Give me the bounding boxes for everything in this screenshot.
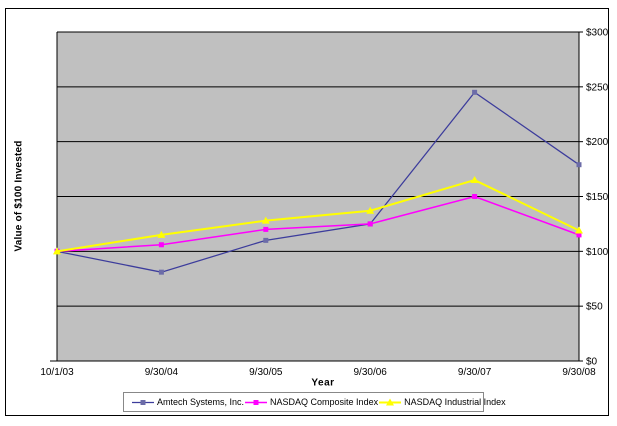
data-point-series-2 bbox=[157, 230, 166, 238]
data-point-series-0 bbox=[263, 237, 269, 243]
y-tick-label: $50 bbox=[586, 302, 603, 313]
data-point-series-2 bbox=[575, 226, 583, 234]
legend-label: Amtech Systems, Inc. bbox=[157, 397, 245, 407]
x-tick-label: 9/30/06 bbox=[354, 367, 388, 378]
y-axis-title: Value of $100 Invested bbox=[13, 140, 25, 252]
legend-marker-nasdaq-composite bbox=[245, 399, 268, 405]
legend-item-nasdaq-industrial: NASDAQ Industrial Index bbox=[378, 397, 506, 407]
series-line-0 bbox=[56, 91, 580, 273]
data-point-series-2 bbox=[53, 247, 61, 255]
series-line-1 bbox=[56, 195, 580, 253]
legend-label: NASDAQ Composite Index bbox=[270, 397, 379, 407]
legend: Amtech Systems, Inc. NASDAQ Composite In… bbox=[123, 392, 506, 412]
legend-marker-nasdaq-industrial bbox=[379, 398, 402, 405]
data-point-series-0 bbox=[576, 162, 582, 168]
data-point-series-2 bbox=[366, 206, 375, 214]
data-point-series-1 bbox=[472, 194, 478, 199]
x-tick-label: 9/30/04 bbox=[145, 367, 179, 378]
x-tick-label: 10/1/03 bbox=[40, 367, 74, 378]
y-tick-label: $100 bbox=[586, 247, 609, 258]
legend-item-nasdaq-composite: NASDAQ Composite Index bbox=[244, 397, 378, 407]
y-tick-label: $200 bbox=[586, 137, 609, 148]
data-point-series-0 bbox=[158, 269, 164, 275]
x-tick-label: 9/30/07 bbox=[458, 367, 492, 378]
y-tick-label: $300 bbox=[586, 28, 609, 39]
legend-marker-amtech bbox=[132, 399, 154, 405]
x-tick-label: 9/30/05 bbox=[249, 367, 283, 378]
data-point-series-1 bbox=[263, 226, 269, 232]
x-tick-label: 9/30/08 bbox=[562, 367, 596, 378]
x-axis-title: Year bbox=[311, 377, 335, 389]
data-point-series-1 bbox=[576, 232, 582, 238]
data-point-series-2 bbox=[261, 216, 270, 224]
series-line-2 bbox=[56, 178, 580, 253]
y-tick-label: $250 bbox=[586, 82, 609, 93]
y-tick-label: $150 bbox=[586, 192, 609, 203]
data-point-series-0 bbox=[472, 89, 478, 95]
y-tick-label: $0 bbox=[586, 357, 598, 368]
legend-item-amtech: Amtech Systems, Inc. bbox=[131, 397, 244, 407]
legend-label: NASDAQ Industrial Index bbox=[404, 397, 506, 407]
figure-border bbox=[5, 8, 609, 416]
data-point-series-2 bbox=[470, 176, 479, 184]
data-point-series-1 bbox=[158, 242, 164, 248]
data-point-series-1 bbox=[367, 221, 373, 227]
